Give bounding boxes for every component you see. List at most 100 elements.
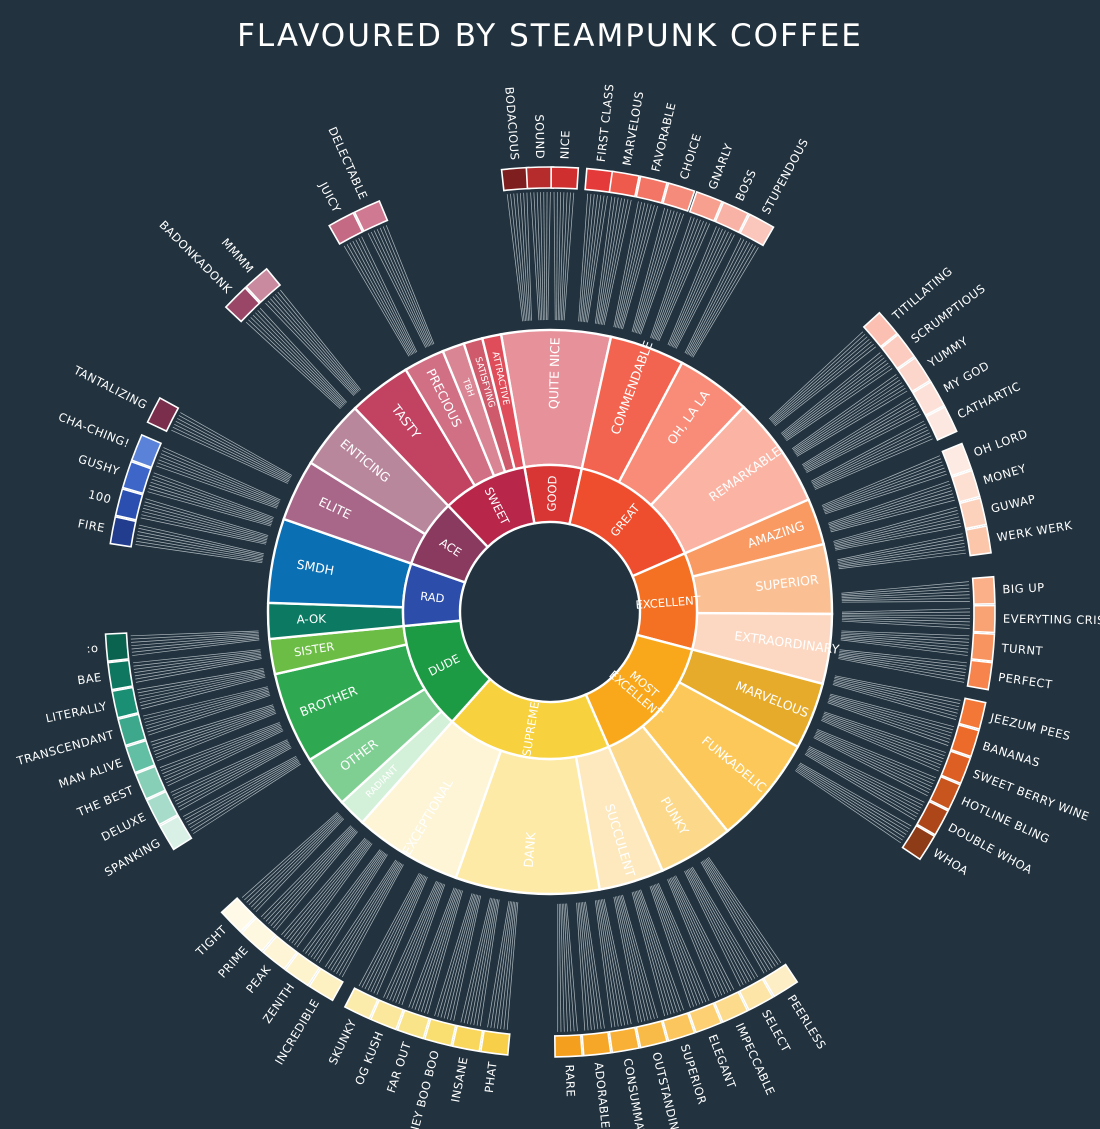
outer-label-turnt: TURNT xyxy=(1000,641,1044,658)
fiber-turnt xyxy=(840,630,970,656)
outer-label-favorable: FAVORABLE xyxy=(648,101,678,173)
fiber-big-up xyxy=(841,581,970,603)
fiber-everyting-criss xyxy=(841,608,971,629)
outer-label-first-class: FIRST CLASS xyxy=(594,83,617,163)
fiber-skunky xyxy=(358,872,428,995)
middle-label-a-ok: A-OK xyxy=(296,612,326,627)
outer-box-zenith xyxy=(284,951,321,987)
outer-label-yummy: YUMMY xyxy=(925,334,971,371)
outer-box-bae xyxy=(107,659,134,691)
outer-box-honey-boo-boo xyxy=(423,1017,457,1047)
outer-label-prime: PRIME xyxy=(215,943,251,981)
fiber-outstanding xyxy=(613,894,658,1023)
middle-label-sister: SISTER xyxy=(293,639,335,659)
outer-box-superior xyxy=(661,1012,696,1042)
inner-ring-layer: GOODGREATEXCELLENTMOSTEXCELLENTSUPREMEDU… xyxy=(401,463,702,761)
fiber-literally xyxy=(137,667,266,710)
outer-box-skunky xyxy=(343,987,379,1020)
fiber-consummate xyxy=(594,898,632,1028)
outer-box-o xyxy=(104,632,130,663)
fiber-og-kush xyxy=(383,880,446,1006)
outer-box-gushy xyxy=(121,460,152,495)
outer-box-man-alive xyxy=(124,739,156,774)
outer-label-gushy: GUSHY xyxy=(76,452,121,479)
outer-label-jeezum-pees: JEEZUM PEES xyxy=(988,710,1072,743)
outer-label-superior: SUPERIOR xyxy=(678,1043,710,1107)
fiber-o xyxy=(130,630,260,656)
fiber-lines-layer xyxy=(130,191,971,1032)
outer-box-double-whoa xyxy=(915,800,950,836)
fiber-peak xyxy=(281,837,373,948)
outer-box-consummate xyxy=(608,1026,641,1054)
fiber-elegant xyxy=(649,883,710,1008)
outer-box-tantalizing xyxy=(146,396,180,433)
fiber-boss xyxy=(667,226,735,349)
outer-label-far-out: FAR OUT xyxy=(384,1039,414,1094)
fiber-mmmm xyxy=(265,289,361,396)
middle-label-dank: DANK xyxy=(521,831,539,868)
outer-box-gnarly xyxy=(688,190,724,223)
outer-box-stupendous xyxy=(739,213,775,247)
outer-label-everyting-criss: EVERYTING CRISS xyxy=(1003,612,1100,628)
inner-segment-sweet xyxy=(446,465,536,549)
outer-box-adorable xyxy=(581,1031,612,1057)
outer-box-titillating xyxy=(862,311,899,348)
outer-box-transcendant xyxy=(117,713,147,747)
outer-label-peak: PEAK xyxy=(243,962,274,995)
fiber-phat xyxy=(487,901,519,1030)
outer-box-mmmm xyxy=(245,267,282,304)
outer-label-select: SELECT xyxy=(759,1007,793,1055)
outer-label-badonkadonk: BADONKADONK xyxy=(156,218,235,297)
outer-box-werk-werk xyxy=(965,525,992,557)
fiber-whoa xyxy=(795,762,912,844)
fiber-100 xyxy=(140,498,269,545)
fiber-money xyxy=(828,480,955,533)
outer-box-scrumptious xyxy=(880,333,916,370)
outer-box-insane xyxy=(451,1024,484,1053)
fiber-impeccable xyxy=(667,875,735,999)
fiber-spanking xyxy=(183,756,301,834)
outer-label-the-best: THE BEST xyxy=(74,783,136,820)
outer-label-100: 100 xyxy=(87,487,113,506)
fiber-perfect xyxy=(838,649,967,683)
fiber-favorable xyxy=(613,201,658,330)
fiber-bae xyxy=(133,649,262,683)
fiber-tantalizing xyxy=(171,412,293,484)
outer-label-og-kush: OG KUSH xyxy=(352,1029,386,1087)
outer-box-big-up xyxy=(971,575,996,606)
outer-label-zenith: ZENITH xyxy=(260,980,298,1026)
outer-box-favorable xyxy=(635,175,669,204)
fiber-the-best xyxy=(159,722,284,787)
outer-label-werk-werk: WERK WERK xyxy=(996,518,1074,544)
fiber-first-class xyxy=(578,193,608,323)
outer-box-select xyxy=(738,977,774,1012)
outer-label-oh-lord: OH LORD xyxy=(972,426,1030,459)
fiber-sweet-berry-wine xyxy=(821,711,946,772)
fiber-bananas xyxy=(827,693,955,746)
outer-label-literally: LITERALLY xyxy=(44,699,108,726)
fiber-hotline-bling xyxy=(813,729,937,797)
outer-box-incredible xyxy=(308,967,344,1002)
outer-box-perfect xyxy=(966,659,993,691)
inner-label-excellent: EXCELLENT xyxy=(635,593,702,612)
outer-label-money: MONEY xyxy=(981,461,1028,487)
fiber-badonkadonk xyxy=(245,307,347,409)
fiber-fire xyxy=(135,524,264,564)
outer-label-consummate: CONSUMMATE xyxy=(621,1057,650,1129)
outer-box-yummy xyxy=(896,356,932,393)
middle-label-superior: SUPERIOR xyxy=(755,572,820,594)
outer-label-juicy: JUICY xyxy=(316,179,344,216)
fiber-my-god xyxy=(801,396,921,473)
outer-label-sound: SOUND xyxy=(532,114,547,159)
outer-label-gnarly: GNARLY xyxy=(705,141,736,192)
fiber-yummy xyxy=(791,374,908,457)
outer-label-phat: PHAT xyxy=(482,1060,500,1094)
middle-label-smdh: SMDH xyxy=(295,556,335,578)
outer-box-impeccable xyxy=(713,990,749,1024)
page-title: FLAVOURED BY STEAMPUNK COFFEE xyxy=(237,18,863,54)
outer-box-far-out xyxy=(396,1009,431,1040)
fiber-cathartic xyxy=(810,420,933,490)
fiber-select xyxy=(684,866,759,987)
outer-box-outstanding xyxy=(635,1020,669,1049)
outer-box-bodacious xyxy=(500,166,531,192)
